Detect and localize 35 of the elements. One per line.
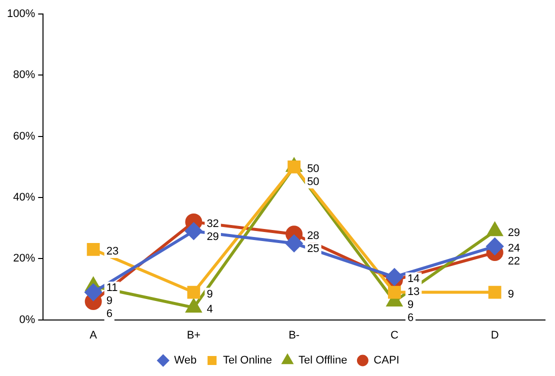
y-tick-label: 60% bbox=[13, 130, 36, 142]
y-tick-label: 100% bbox=[6, 8, 36, 20]
data-label: 23 bbox=[106, 245, 119, 258]
data-label: 9 bbox=[106, 295, 112, 308]
x-tick-label: B+ bbox=[186, 329, 201, 342]
data-label: 29 bbox=[206, 230, 219, 243]
data-label: 28 bbox=[307, 230, 320, 242]
data-label: 50 bbox=[307, 176, 320, 188]
data-label: 22 bbox=[508, 255, 520, 268]
data-label: 6 bbox=[407, 312, 414, 324]
data-label: 32 bbox=[206, 218, 219, 230]
data-label: 24 bbox=[508, 242, 520, 254]
y-tick-label: 40% bbox=[13, 192, 36, 204]
data-label: 13 bbox=[407, 286, 420, 298]
data-label: 11 bbox=[106, 282, 118, 294]
data-label: 14 bbox=[407, 273, 420, 286]
x-tick-label: D bbox=[490, 329, 499, 342]
legend-label: Web bbox=[174, 354, 197, 367]
y-tick-label: 0% bbox=[19, 314, 36, 326]
data-label: 6 bbox=[106, 308, 112, 320]
y-tick-label: 20% bbox=[13, 252, 36, 265]
data-label: 4 bbox=[206, 304, 213, 316]
data-label: 9 bbox=[508, 288, 514, 300]
x-tick-label: B- bbox=[288, 329, 300, 342]
x-tick-label: A bbox=[90, 329, 98, 342]
y-tick-label: 80% bbox=[13, 69, 36, 82]
data-label: 25 bbox=[307, 243, 320, 256]
legend-label: Tel Online bbox=[223, 354, 272, 367]
x-tick-label: C bbox=[390, 329, 398, 342]
data-label: 50 bbox=[307, 162, 320, 175]
legend-label: CAPI bbox=[374, 354, 400, 367]
legend-label: Tel Offline bbox=[298, 354, 348, 367]
data-label: 9 bbox=[206, 288, 213, 300]
data-label: 29 bbox=[508, 227, 520, 240]
data-label: 9 bbox=[407, 299, 414, 312]
